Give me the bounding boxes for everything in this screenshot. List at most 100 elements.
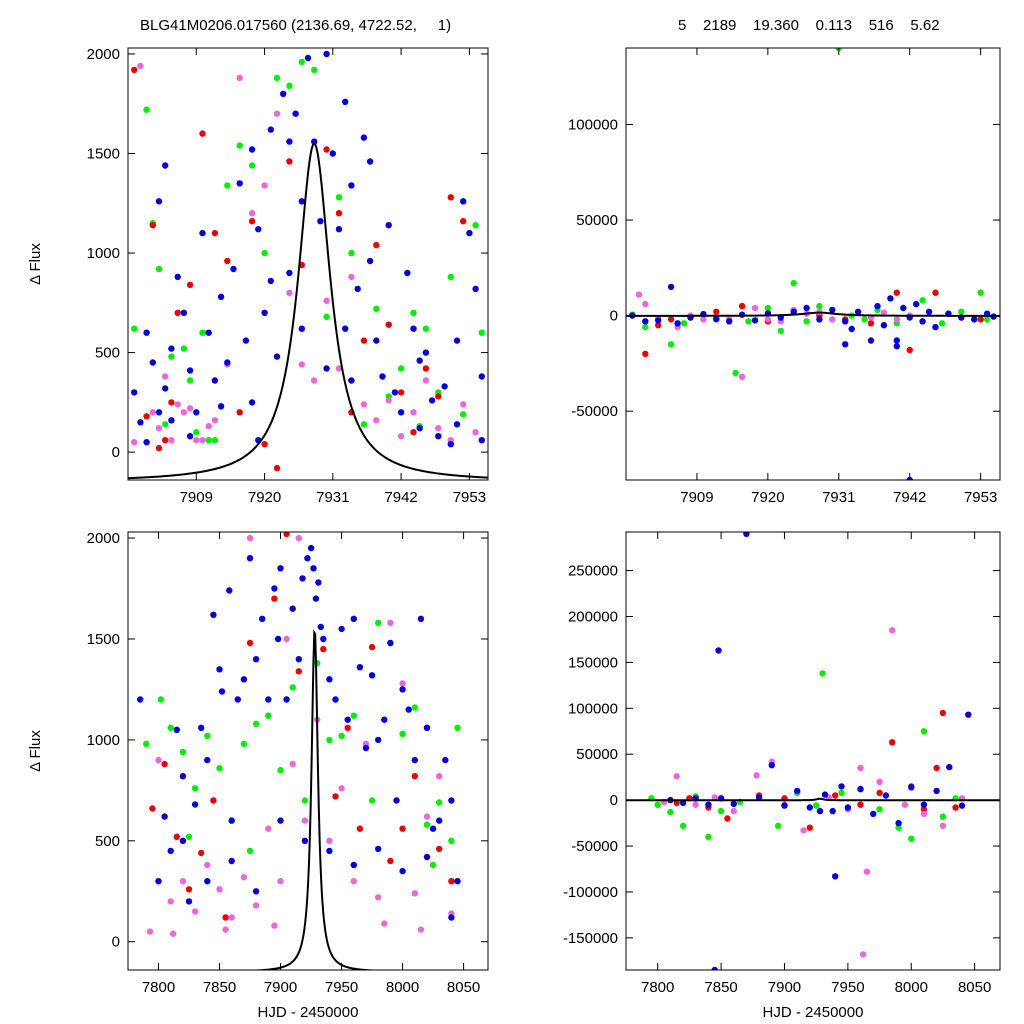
point-green xyxy=(162,421,169,428)
point-blue xyxy=(317,218,324,225)
point-green xyxy=(338,732,345,740)
point-green xyxy=(323,313,330,320)
point-blue xyxy=(342,325,349,332)
point-green xyxy=(289,684,296,691)
point-green xyxy=(236,142,243,149)
point-green xyxy=(680,320,688,327)
point-blue xyxy=(857,785,864,793)
points-bottom-right xyxy=(648,532,972,970)
point-blue xyxy=(283,696,290,703)
point-green xyxy=(191,785,199,792)
point-red xyxy=(161,760,168,768)
point-red xyxy=(273,464,281,472)
point-blue xyxy=(460,198,467,205)
point-blue xyxy=(893,343,900,350)
point-pink xyxy=(857,764,864,772)
point-blue xyxy=(854,308,862,315)
point-blue xyxy=(323,365,330,372)
point-green xyxy=(348,249,355,257)
point-pink xyxy=(211,417,219,424)
point-pink xyxy=(460,401,467,408)
point-pink xyxy=(162,373,169,380)
x-tick-label: 7800 xyxy=(142,979,175,996)
point-pink xyxy=(435,425,442,432)
point-green xyxy=(958,308,965,315)
point-green xyxy=(983,316,991,323)
point-pink xyxy=(381,920,388,927)
point-blue xyxy=(360,134,368,141)
point-pink xyxy=(261,182,268,189)
panel-bottom-right: 7800 7850 7900 7950 8000 8050 -150000 -100000 -5… xyxy=(563,531,1001,1021)
point-pink xyxy=(236,74,243,82)
point-green xyxy=(193,429,200,436)
point-blue xyxy=(375,845,382,853)
point-pink xyxy=(204,861,211,869)
point-blue xyxy=(267,277,274,285)
point-blue xyxy=(205,329,212,336)
point-pink xyxy=(323,297,330,304)
point-blue xyxy=(226,587,233,594)
point-red xyxy=(857,801,864,808)
point-red xyxy=(933,764,940,772)
point-green xyxy=(679,822,687,829)
y-tick-label: 1500 xyxy=(87,631,120,648)
point-blue xyxy=(204,756,211,764)
y-tick-label: -100000 xyxy=(563,884,618,901)
point-pink xyxy=(199,437,206,444)
x-tick-label: 8000 xyxy=(386,979,419,996)
point-blue xyxy=(895,819,902,827)
point-pink xyxy=(186,405,194,412)
point-blue xyxy=(436,817,443,824)
panel-top-right: 7909 7920 7931 7942 7953 -50000 0 50000 100000 xyxy=(568,47,1001,506)
point-blue xyxy=(228,857,235,865)
point-green xyxy=(375,619,382,626)
point-green xyxy=(180,345,188,352)
point-red xyxy=(149,805,156,812)
point-red xyxy=(143,413,150,420)
point-green xyxy=(777,327,784,335)
point-green xyxy=(265,712,272,719)
point-green xyxy=(205,437,212,444)
point-pink xyxy=(730,807,737,815)
point-blue xyxy=(838,783,845,790)
point-blue xyxy=(755,794,763,801)
point-green xyxy=(186,377,194,384)
x-tick-label: 7909 xyxy=(680,489,713,506)
point-red xyxy=(261,441,268,448)
point-blue xyxy=(242,337,250,344)
point-blue xyxy=(781,802,788,809)
y-tick-label: -50000 xyxy=(571,403,618,420)
point-pink xyxy=(131,439,138,446)
points-top-left xyxy=(131,50,485,472)
x-tick-label: 7850 xyxy=(704,979,737,996)
point-blue xyxy=(342,98,349,106)
point-red xyxy=(952,804,959,811)
point-green xyxy=(360,421,368,428)
point-green xyxy=(454,724,461,731)
point-blue xyxy=(286,269,293,277)
point-blue xyxy=(919,318,926,325)
point-green xyxy=(185,833,193,840)
point-blue xyxy=(161,813,168,820)
point-blue xyxy=(301,837,309,844)
x-tick-label: 7942 xyxy=(384,489,417,506)
point-pink xyxy=(311,377,318,384)
point-blue xyxy=(803,304,810,312)
point-pink xyxy=(411,890,418,897)
point-blue xyxy=(399,867,406,875)
point-red xyxy=(210,797,217,804)
point-blue xyxy=(274,635,282,643)
point-green xyxy=(326,736,333,744)
point-blue xyxy=(350,861,357,869)
point-pink xyxy=(338,785,345,792)
point-green xyxy=(939,813,947,820)
point-blue xyxy=(375,736,382,744)
point-green xyxy=(938,320,946,327)
y-tick-label: 1000 xyxy=(87,732,120,749)
point-green xyxy=(252,720,260,727)
point-blue xyxy=(326,847,333,855)
point-red xyxy=(385,321,392,328)
point-blue xyxy=(478,373,485,380)
point-green xyxy=(422,325,430,332)
point-blue xyxy=(385,222,392,229)
